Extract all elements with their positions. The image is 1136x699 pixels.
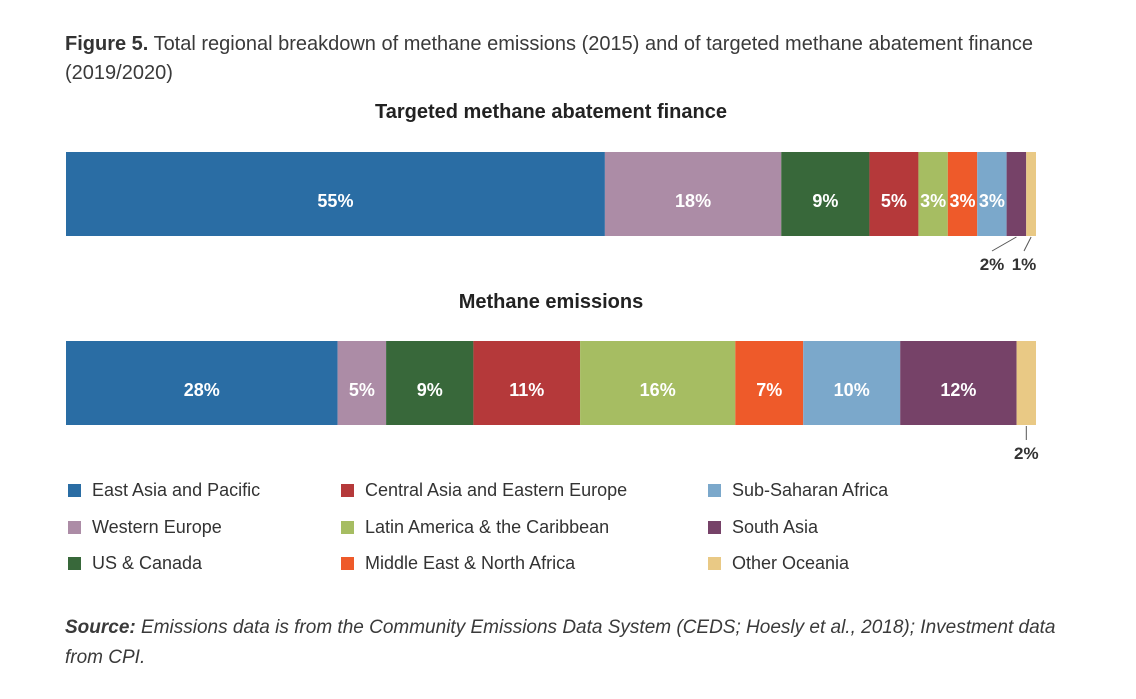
bar-segment-central-asia-and-eastern-europe [473,341,581,425]
legend-label: East Asia and Pacific [92,480,261,500]
legend-swatch [68,484,81,497]
finance-stacked-bar-chart: 55% 18% 9% 5% 3% 3% 3%2% 1% [66,152,1037,274]
bar-value-label: 11% [509,380,544,400]
legend-item: US & Canada [68,553,202,574]
bar-value-label: 3% [920,191,946,211]
legend-label: Western Europe [92,517,222,537]
figure-caption: Figure 5. Total regional breakdown of me… [65,30,1065,88]
legend-swatch [341,484,354,497]
legend-swatch [341,557,354,570]
bar-value-label: 9% [812,191,838,211]
legend-item: Sub-Saharan Africa [708,480,888,501]
legend-swatch [708,484,721,497]
bar-value-label: 3% [979,191,1005,211]
bar-value-label: 3% [950,191,976,211]
chart-title-emissions: Methane emissions [458,291,644,313]
bar-segment-us-canada [386,341,474,425]
legend-item: Middle East & North Africa [341,553,575,574]
bar-segment-east-asia-and-pacific [66,152,605,236]
bar-value-label: 16% [640,380,676,400]
bar-value-label-outside: 1% [1012,255,1037,274]
bar-value-label-outside: 2% [980,255,1005,274]
bar-segment-south-asia [900,341,1017,425]
legend-label: US & Canada [92,553,203,573]
bar-segment-middle-east-north-africa [947,152,978,236]
legend-swatch [68,521,81,534]
chart-legend: East Asia and Pacific Western Europe US … [68,480,968,590]
bar-value-label: 55% [317,191,353,211]
bar-segment-central-asia-and-eastern-europe [869,152,919,236]
source-text: Emissions data is from the Community Emi… [65,617,1056,668]
bar-segment-sub-saharan-africa [977,152,1007,236]
bar-segment-latin-america-the-caribbean [580,341,736,425]
figure-caption-label: Figure 5. [65,33,149,55]
bar-segment-other-oceania [1016,341,1036,425]
bar-value-label: 28% [184,380,220,400]
bar-value-label: 12% [940,380,976,400]
bar-segment-sub-saharan-africa [803,341,901,425]
bar-segment-us-canada [781,152,870,236]
legend-item: Other Oceania [708,553,849,574]
source-label: Source: [65,617,136,638]
bar-segment-latin-america-the-caribbean [918,152,948,236]
bar-segment-south-asia [1006,152,1027,236]
chart-title-finance: Targeted methane abatement finance [375,101,727,123]
leader-line [991,236,1017,252]
source-note: Source: Emissions data is from the Commu… [65,613,1075,673]
legend-item: Latin America & the Caribbean [341,517,609,538]
bar-value-label: 9% [417,380,443,400]
bar-value-label: 10% [834,380,870,400]
legend-swatch [708,557,721,570]
legend-swatch [68,557,81,570]
bar-value-label-outside: 2% [1014,444,1039,463]
bar-segment-east-asia-and-pacific [66,341,338,425]
legend-swatch [708,521,721,534]
bar-segment-middle-east-north-africa [735,341,804,425]
legend-label: Other Oceania [732,553,850,573]
legend-item: Central Asia and Eastern Europe [341,480,627,501]
legend-item: Western Europe [68,517,222,538]
emissions-stacked-bar-chart: 28% 5% 9% 11% 16% 7% 10% 12% 2% [66,341,1039,463]
legend-label: Latin America & the Caribbean [365,517,610,537]
legend-label: Middle East & North Africa [365,553,576,573]
legend-swatch [341,521,354,534]
legend-label: Sub-Saharan Africa [732,480,889,500]
legend-item: East Asia and Pacific [68,480,260,501]
bar-value-label: 7% [756,380,782,400]
figure-caption-text: Total regional breakdown of methane emis… [65,33,1034,84]
bar-value-label: 5% [349,380,375,400]
legend-label: Central Asia and Eastern Europe [365,480,628,500]
bar-segment-western-europe [337,341,387,425]
bar-value-label: 5% [881,191,907,211]
bar-segment-other-oceania [1026,152,1036,236]
bar-segment-western-europe [604,152,782,236]
leader-line [1023,236,1032,252]
bar-value-label: 18% [675,191,711,211]
legend-item: South Asia [708,517,818,538]
legend-label: South Asia [732,517,819,537]
